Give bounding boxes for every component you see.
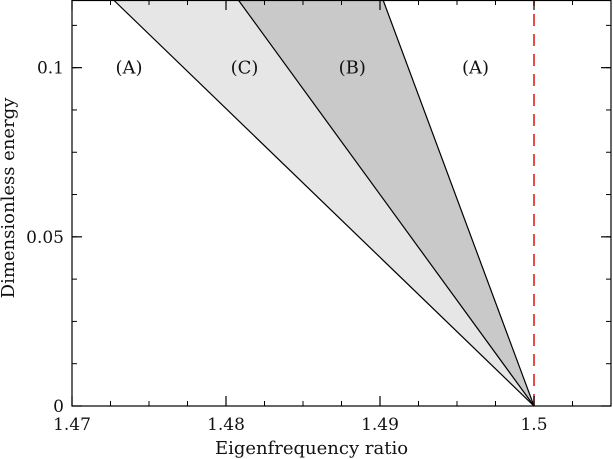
y-axis-title: Dimensionless energy xyxy=(0,97,19,299)
x-tick-label: 1.48 xyxy=(207,415,245,435)
y-tick-label: 0.1 xyxy=(37,59,64,79)
region-label: (A) xyxy=(115,58,142,79)
x-tick-label: 1.5 xyxy=(520,415,547,435)
x-tick-label: 1.47 xyxy=(53,415,91,435)
region-label: (B) xyxy=(339,58,366,79)
boundary-line-1 xyxy=(113,0,535,406)
boundary-line-2 xyxy=(237,0,535,406)
region-label: (A) xyxy=(462,58,489,79)
y-tick-label: 0 xyxy=(53,397,64,417)
y-tick-label: 0.05 xyxy=(26,228,64,248)
region-label: (C) xyxy=(231,58,259,79)
x-axis-title: Eigenfrequency ratio xyxy=(215,438,408,459)
boundary-line-3 xyxy=(382,0,535,406)
x-tick-label: 1.49 xyxy=(361,415,399,435)
